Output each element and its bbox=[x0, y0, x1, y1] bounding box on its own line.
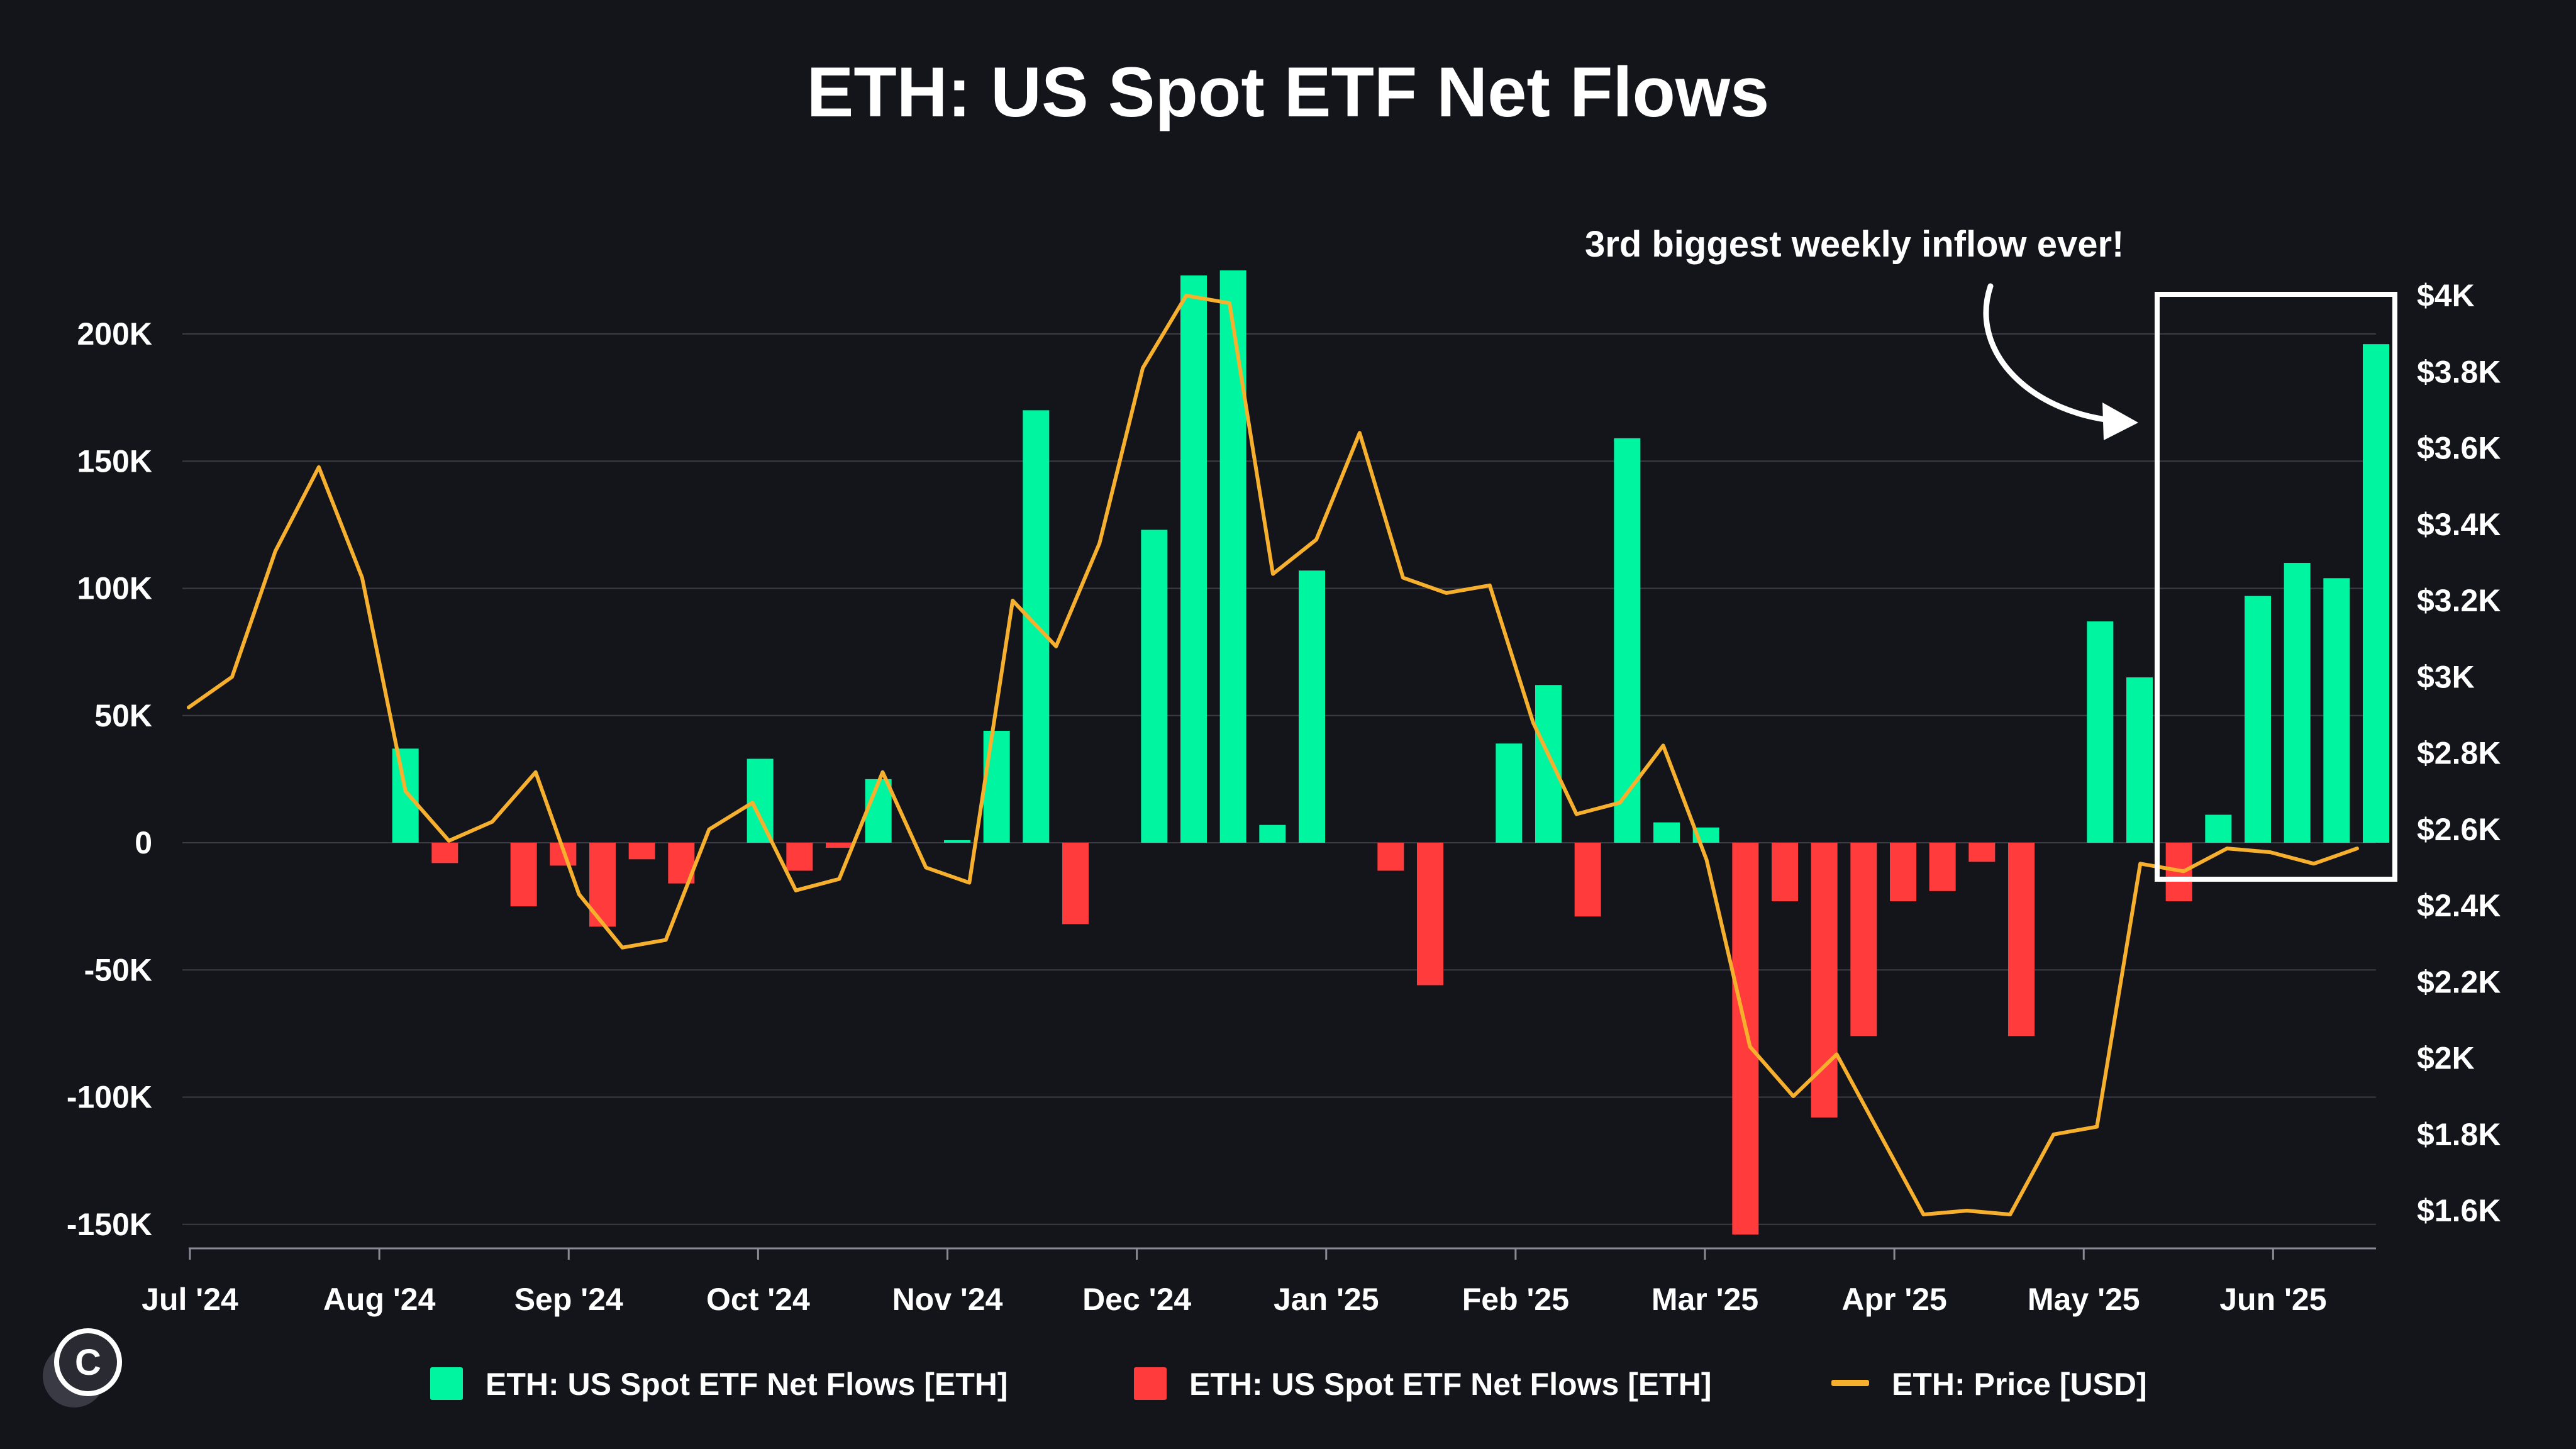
y-left-tick-label: 200K bbox=[77, 316, 152, 352]
outflow-bar bbox=[1377, 843, 1404, 871]
y-right-tick-label: $4K bbox=[2417, 278, 2475, 313]
annotation-arrow bbox=[1983, 283, 2126, 425]
inflow-bar bbox=[2087, 621, 2114, 843]
price-line-group bbox=[187, 294, 2359, 1217]
outflow-bar bbox=[1929, 843, 1956, 891]
outflow-bar bbox=[1890, 843, 1916, 902]
y-right-tick-label: $1.6K bbox=[2417, 1193, 2501, 1228]
highlight-box bbox=[2155, 292, 2397, 882]
inflow-bar bbox=[1180, 275, 1207, 843]
legend-label-inflow: ETH: US Spot ETF Net Flows [ETH] bbox=[486, 1367, 1008, 1402]
inflow-bar bbox=[1299, 570, 1325, 843]
x-tick-label: Jun '25 bbox=[2219, 1282, 2326, 1317]
price-line bbox=[187, 294, 2359, 1217]
outflow-bar bbox=[2008, 843, 2035, 1036]
inflow-bar bbox=[865, 779, 892, 843]
chart-title: ETH: US Spot ETF Net Flows bbox=[807, 53, 1770, 131]
inflow-bar bbox=[2323, 578, 2350, 843]
legend-label-price: ETH: Price [USD] bbox=[1892, 1367, 2147, 1402]
legend-label-outflow: ETH: US Spot ETF Net Flows [ETH] bbox=[1189, 1367, 1712, 1402]
x-tick-label: Sep '24 bbox=[514, 1282, 623, 1317]
x-axis: Jul '24 Aug '24 Sep '24 Oct '24 Nov '24 Dec '… bbox=[142, 1248, 2327, 1317]
inflow-bar bbox=[983, 731, 1010, 843]
inflow-bar bbox=[1653, 822, 1680, 843]
y-right-tick-label: $2.4K bbox=[2417, 888, 2501, 923]
inflow-bar bbox=[1535, 685, 1562, 843]
legend: ETH: US Spot ETF Net Flows [ETH] ETH: US… bbox=[430, 1367, 2147, 1402]
outflow-bar bbox=[1772, 843, 1798, 902]
outflow-bar bbox=[510, 843, 537, 907]
y-left-tick-label: 50K bbox=[94, 698, 152, 733]
x-tick-label: Oct '24 bbox=[706, 1282, 810, 1317]
inflow-bar bbox=[1141, 530, 1168, 843]
x-tick-label: Apr '25 bbox=[1841, 1282, 1947, 1317]
cryptoquant-logo-icon: C bbox=[43, 1328, 122, 1407]
arrow-head-icon bbox=[2102, 402, 2138, 440]
y-right-tick-label: $1.8K bbox=[2417, 1117, 2501, 1152]
y-left-tick-label: 100K bbox=[77, 571, 152, 606]
outflow-bar bbox=[1574, 843, 1601, 917]
inflow-bar bbox=[944, 840, 970, 843]
outflow-bar bbox=[1811, 843, 1838, 1118]
y-right-tick-label: $3.8K bbox=[2417, 354, 2501, 389]
inflow-bar bbox=[2245, 596, 2271, 843]
outflow-bar bbox=[1968, 843, 1996, 862]
inflow-bar bbox=[1259, 824, 1286, 843]
outflow-bar bbox=[786, 843, 813, 871]
y-right-tick-label: $2K bbox=[2417, 1041, 2475, 1076]
legend-swatch-outflow bbox=[1134, 1367, 1167, 1400]
grid-lines bbox=[182, 333, 2376, 1250]
inflow-bar bbox=[392, 748, 419, 843]
y-axis-right: $4K $3.8K $3.6K $3.4K $3.2K $3K $2.8K $2.6K $2.4… bbox=[2417, 278, 2501, 1228]
x-tick-label: Nov '24 bbox=[892, 1282, 1003, 1317]
inflow-bar bbox=[1496, 743, 1523, 843]
x-tick-label: Mar '25 bbox=[1652, 1282, 1758, 1317]
y-right-tick-label: $2.6K bbox=[2417, 812, 2501, 847]
y-left-tick-label: -150K bbox=[67, 1207, 152, 1242]
inflow-bar bbox=[2284, 563, 2311, 843]
outflow-bar bbox=[826, 843, 852, 848]
x-tick-label: Jan '25 bbox=[1274, 1282, 1379, 1317]
y-right-tick-label: $3.4K bbox=[2417, 507, 2501, 542]
logo-letter: C bbox=[75, 1342, 101, 1383]
outflow-bar bbox=[1062, 843, 1089, 924]
x-tick-label: Jul '24 bbox=[142, 1282, 238, 1317]
x-tick-label: Dec '24 bbox=[1082, 1282, 1191, 1317]
legend-swatch-price bbox=[1831, 1380, 1869, 1386]
x-tick-label: Aug '24 bbox=[323, 1282, 436, 1317]
y-right-tick-label: $3.6K bbox=[2417, 431, 2501, 466]
inflow-bar bbox=[2126, 677, 2153, 843]
y-left-tick-label: 0 bbox=[135, 825, 152, 860]
y-left-tick-label: 150K bbox=[77, 443, 152, 479]
x-tick-label: May '25 bbox=[2028, 1282, 2140, 1317]
y-right-tick-label: $2.2K bbox=[2417, 964, 2501, 999]
y-axis-left: 200K 150K 100K 50K 0 -50K -100K -150K bbox=[67, 316, 152, 1242]
x-tick-label: Feb '25 bbox=[1462, 1282, 1569, 1317]
inflow-bar bbox=[2205, 814, 2232, 843]
inflow-bar bbox=[747, 758, 774, 843]
y-right-tick-label: $3K bbox=[2417, 659, 2475, 694]
legend-swatch-inflow bbox=[430, 1367, 463, 1400]
y-right-tick-label: $3.2K bbox=[2417, 583, 2501, 618]
inflow-bar bbox=[2363, 344, 2389, 843]
outflow-bar bbox=[628, 843, 655, 860]
y-left-tick-label: -100K bbox=[67, 1080, 152, 1115]
outflow-bar bbox=[1850, 843, 1877, 1036]
inflow-bar bbox=[1614, 438, 1641, 843]
y-left-tick-label: -50K bbox=[84, 952, 152, 987]
outflow-bar bbox=[1732, 843, 1759, 1235]
y-right-tick-label: $2.8K bbox=[2417, 736, 2501, 771]
inflow-bar bbox=[1219, 270, 1246, 843]
outflow-bar bbox=[1417, 843, 1443, 985]
annotation-text: 3rd biggest weekly inflow ever! bbox=[1585, 224, 2124, 265]
outflow-bar bbox=[431, 843, 458, 863]
